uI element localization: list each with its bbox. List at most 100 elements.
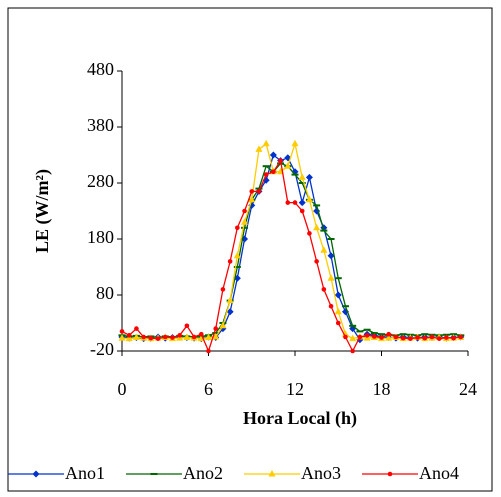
- data-point: [285, 200, 291, 205]
- data-point: [155, 336, 161, 341]
- data-point: [205, 333, 212, 341]
- data-point: [436, 336, 442, 341]
- data-point: [334, 307, 342, 315]
- data-point: [119, 329, 125, 334]
- data-point: [235, 225, 240, 231]
- y-tick-label: 80: [96, 283, 114, 303]
- data-point: [386, 331, 392, 337]
- x-tick-label: 0: [118, 379, 127, 399]
- data-point: [444, 335, 449, 340]
- x-tick-label: 24: [459, 379, 477, 399]
- legend-marker: [268, 470, 276, 477]
- data-point: [298, 199, 306, 207]
- data-point: [269, 151, 277, 159]
- data-point: [422, 335, 428, 341]
- data-point: [271, 169, 276, 175]
- data-point: [399, 333, 407, 336]
- data-point: [278, 158, 283, 163]
- y-axis-label: LE (W/m²): [32, 169, 53, 253]
- data-point: [226, 296, 234, 304]
- y-tick-label: 280: [87, 171, 114, 191]
- data-point: [314, 259, 319, 264]
- legend-marker: [32, 470, 40, 478]
- data-point: [305, 195, 313, 203]
- data-point: [162, 334, 168, 340]
- data-point: [134, 326, 139, 331]
- legend-label: Ano4: [419, 463, 459, 483]
- data-point: [233, 266, 241, 268]
- data-point: [233, 251, 241, 259]
- y-tick-label: 480: [87, 59, 114, 79]
- data-point: [415, 335, 420, 340]
- data-point: [371, 334, 377, 339]
- data-point: [313, 204, 321, 207]
- data-point: [132, 333, 140, 341]
- y-tick-label: -20: [90, 339, 114, 359]
- data-point: [298, 173, 306, 180]
- data-point: [393, 334, 399, 340]
- data-point: [343, 334, 348, 340]
- data-point: [183, 333, 191, 341]
- data-point: [341, 330, 349, 337]
- data-point: [118, 334, 126, 341]
- data-point: [226, 308, 234, 316]
- data-point: [213, 326, 219, 331]
- data-point: [305, 173, 313, 181]
- data-point: [320, 246, 328, 253]
- data-point: [256, 189, 262, 194]
- data-point: [262, 139, 270, 147]
- y-tick-label: 380: [87, 115, 114, 135]
- data-point: [364, 333, 370, 338]
- data-point: [307, 231, 312, 236]
- data-point: [320, 229, 328, 232]
- data-point: [220, 287, 226, 292]
- data-point: [206, 348, 211, 354]
- data-point: [255, 145, 263, 152]
- x-axis-label: Hora Local (h): [243, 408, 357, 429]
- data-point: [177, 333, 182, 338]
- data-point: [125, 334, 133, 342]
- data-point: [335, 320, 341, 326]
- data-point: [299, 208, 305, 214]
- data-point: [357, 334, 363, 340]
- data-point: [284, 162, 292, 169]
- data-point: [198, 331, 204, 337]
- data-point: [327, 252, 335, 260]
- data-point: [249, 189, 255, 194]
- data-point: [263, 172, 269, 177]
- data-point: [327, 274, 335, 281]
- data-point: [458, 334, 464, 340]
- legend-marker: [150, 473, 158, 475]
- data-point: [148, 335, 154, 341]
- data-point: [421, 333, 429, 336]
- data-point: [370, 332, 378, 335]
- data-point: [349, 334, 357, 342]
- data-point: [356, 330, 364, 333]
- data-point: [219, 321, 227, 329]
- data-point: [191, 334, 197, 340]
- data-point: [291, 139, 299, 147]
- data-point: [349, 324, 357, 327]
- legend-marker: [387, 471, 393, 477]
- data-point: [334, 277, 342, 280]
- data-point: [400, 335, 406, 341]
- data-point: [248, 195, 256, 203]
- legend-label: Ano3: [301, 463, 341, 483]
- data-point: [292, 200, 298, 205]
- data-point: [262, 165, 270, 168]
- data-point: [334, 291, 342, 299]
- data-point: [328, 303, 334, 309]
- data-point: [241, 226, 249, 229]
- data-point: [241, 218, 249, 225]
- y-tick-label: 180: [87, 227, 114, 247]
- data-point: [350, 348, 355, 354]
- data-point: [341, 305, 349, 308]
- x-tick-label: 6: [204, 379, 213, 399]
- data-point: [378, 333, 385, 336]
- legend-label: Ano2: [183, 463, 223, 483]
- data-point: [227, 259, 233, 264]
- data-point: [255, 187, 263, 190]
- data-point: [313, 223, 321, 231]
- data-point: [385, 334, 393, 341]
